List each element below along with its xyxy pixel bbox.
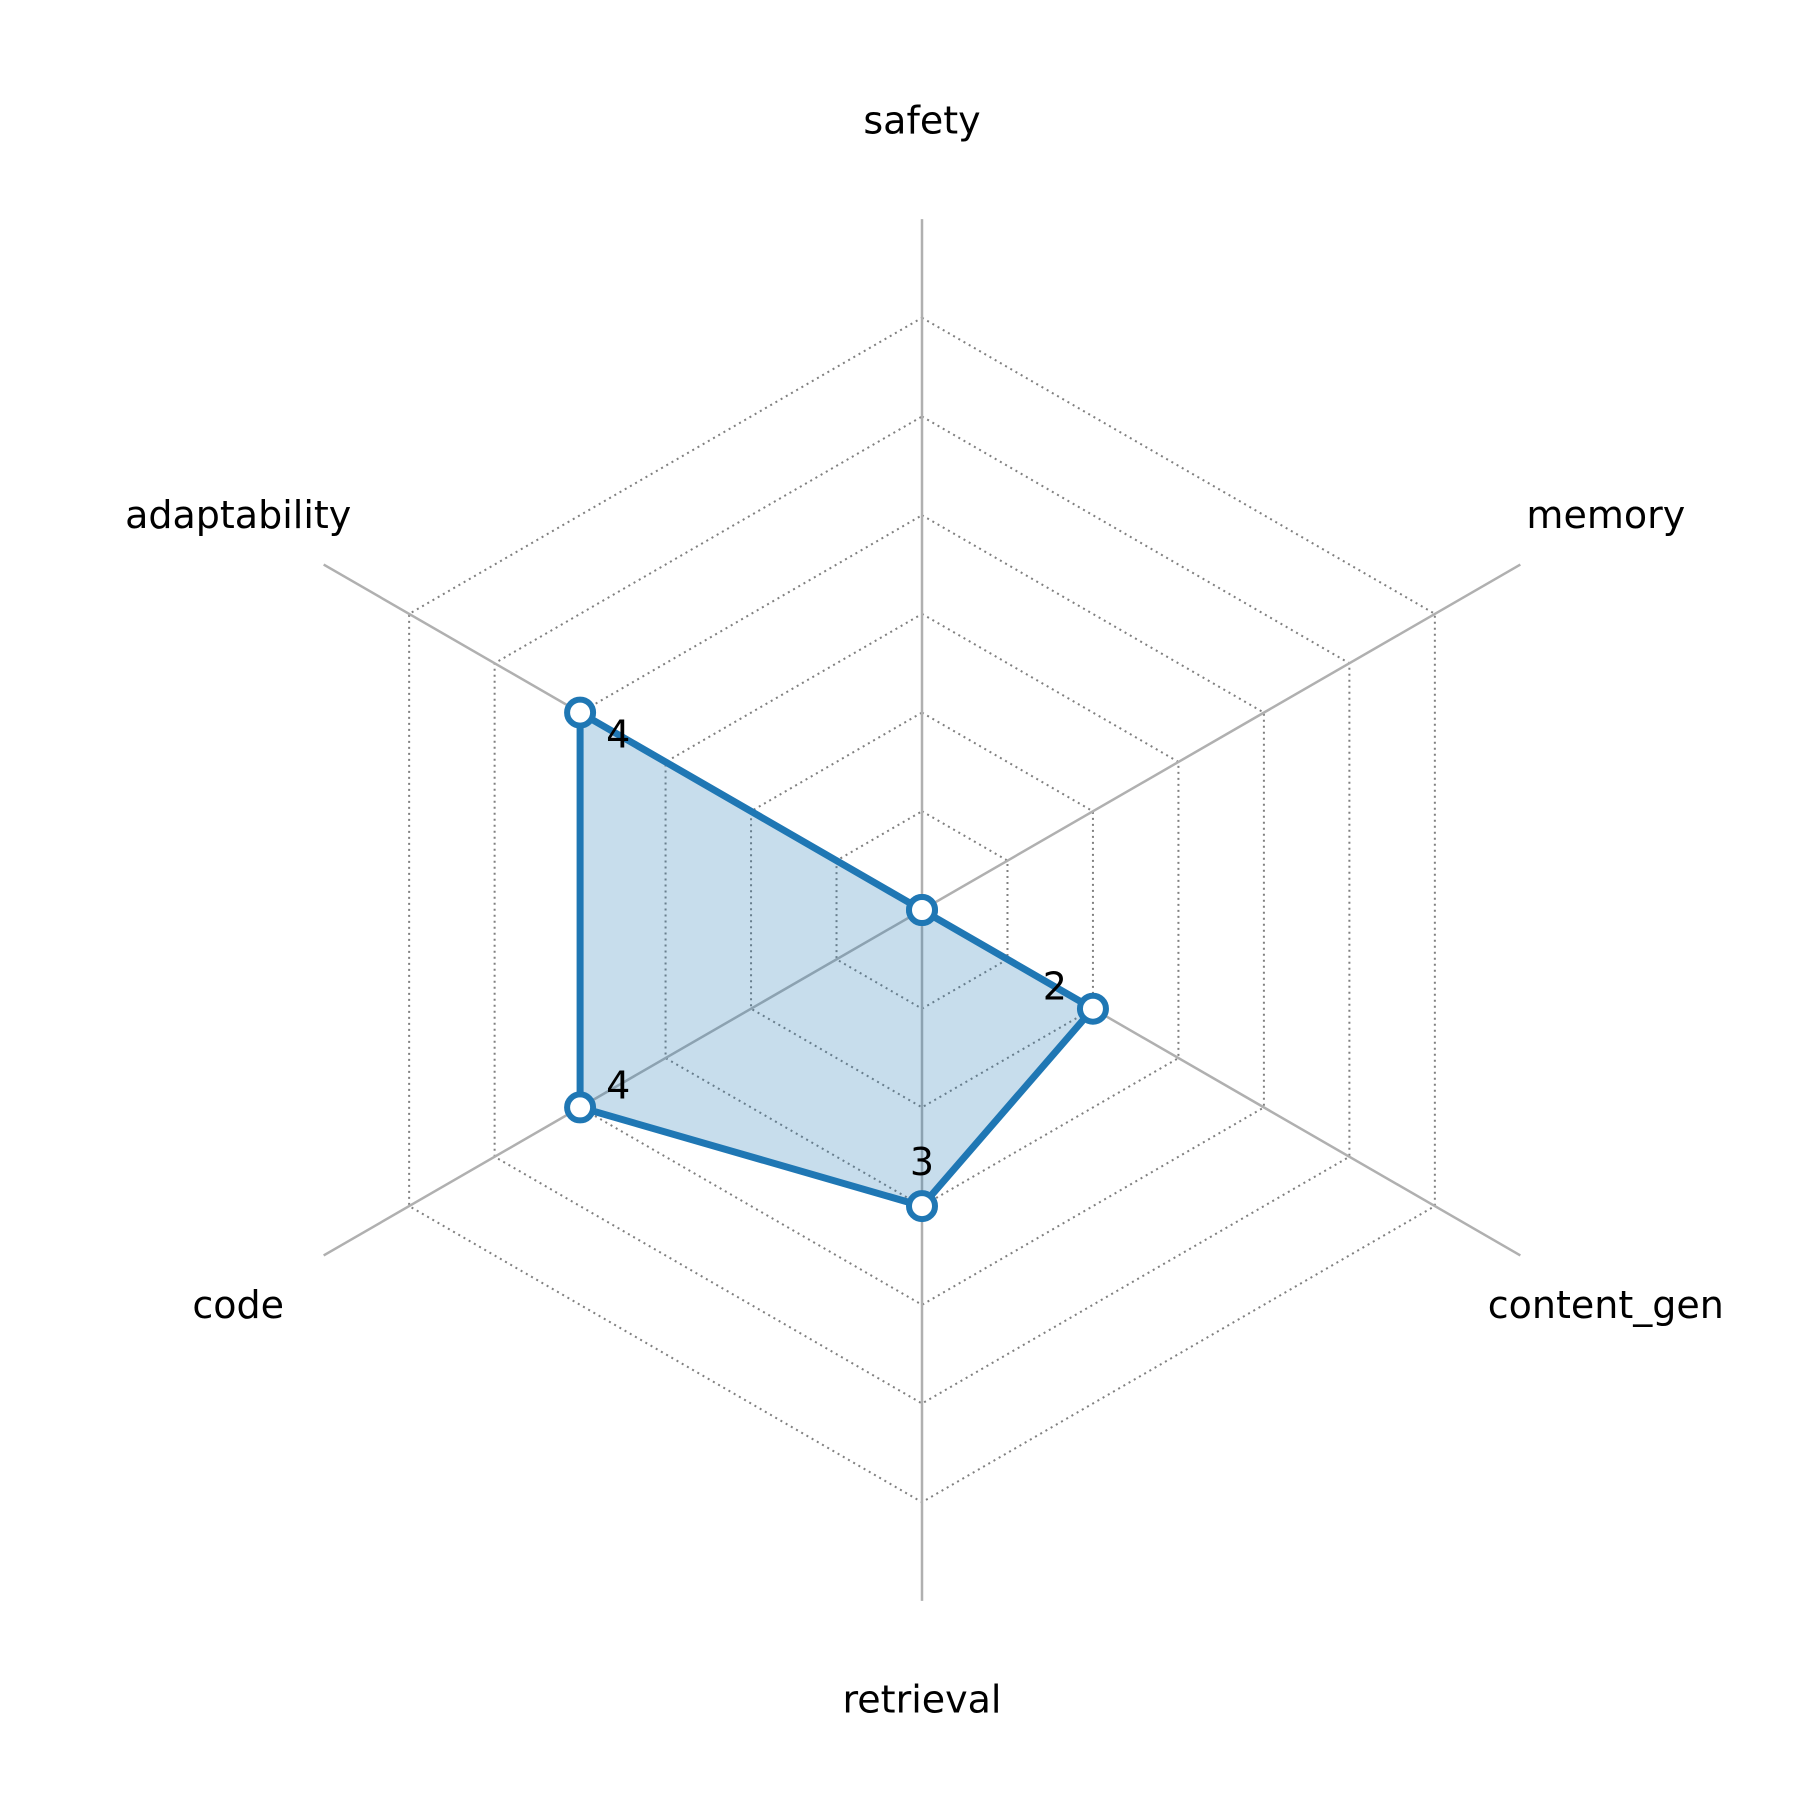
series-area	[576, 709, 1097, 1210]
axis-label-adaptability: adaptability	[125, 493, 351, 537]
data-point-content_gen	[1076, 992, 1109, 1025]
axis-label-memory: memory	[1526, 493, 1685, 537]
axis-label-content_gen: content_gen	[1488, 1283, 1724, 1327]
axis-spoke-memory	[921, 563, 1521, 912]
axis-label-retrieval: retrieval	[843, 1678, 1002, 1722]
value-label-retrieval: 3	[910, 1140, 934, 1184]
value-label-content_gen: 2	[1043, 965, 1067, 1009]
value-label-code: 4	[606, 1063, 630, 1107]
data-point-memory	[906, 894, 938, 926]
axis-label-code: code	[192, 1283, 284, 1327]
axis-spoke-code	[323, 908, 923, 1257]
value-label-adaptability: 4	[606, 713, 630, 757]
data-series	[564, 696, 1109, 1223]
data-point-retrieval	[906, 1190, 938, 1223]
axis-label-safety: safety	[863, 98, 980, 142]
data-point-code	[564, 1091, 597, 1124]
data-point-adaptability	[564, 696, 597, 729]
axis-labels: safety memory content_gen retrieval code adap…	[125, 98, 1724, 1721]
value-labels: 2 3 4 4	[606, 713, 1067, 1185]
